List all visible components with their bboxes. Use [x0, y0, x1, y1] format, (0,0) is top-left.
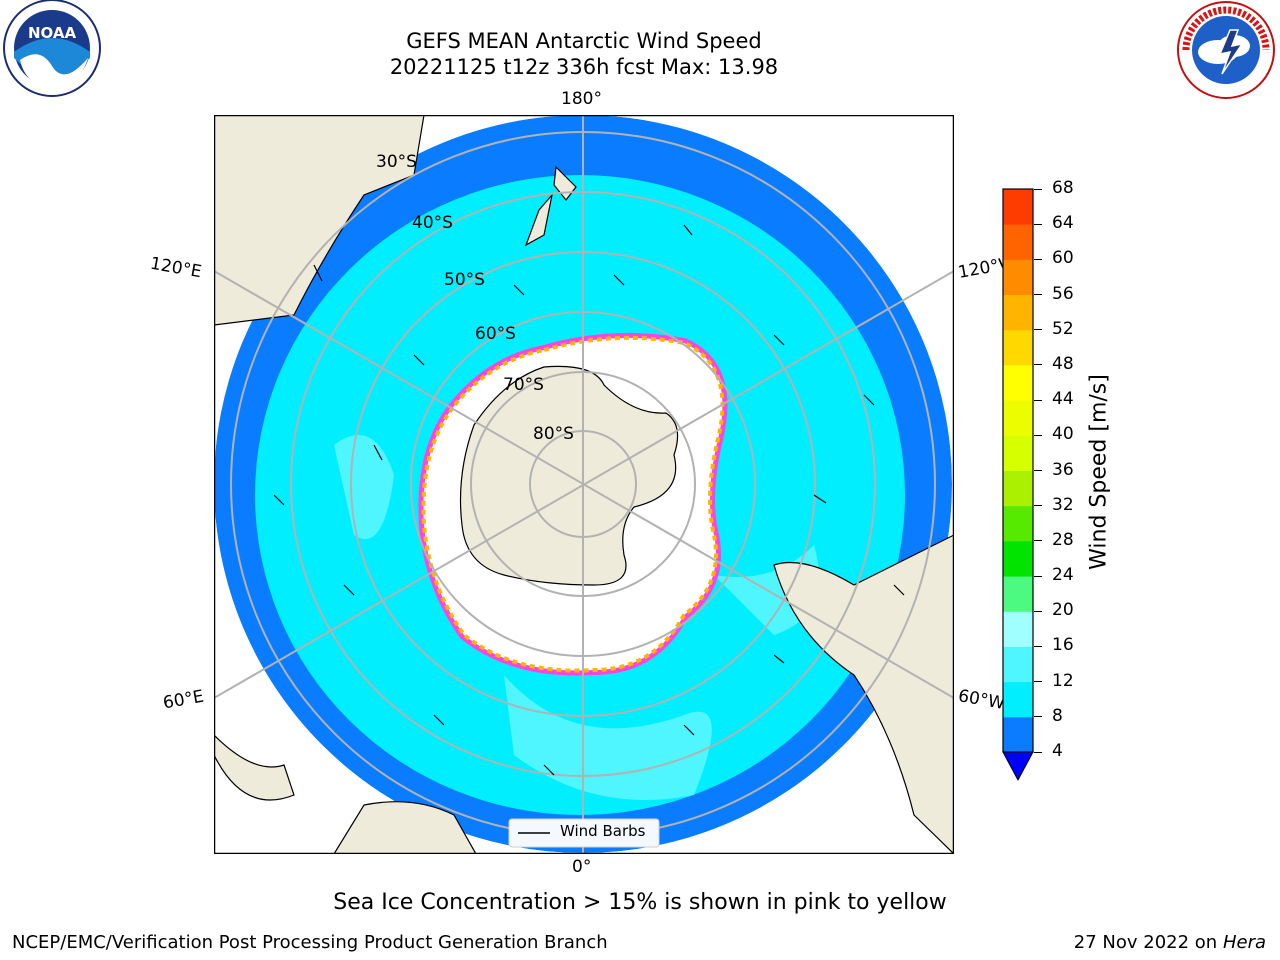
lat-label-80s: 80°S — [533, 424, 574, 444]
chart-subtitle: 20221125 t12z 336h fcst Max: 13.98 — [389, 55, 779, 79]
colorbar — [1002, 188, 1034, 782]
colorbar-frame — [1002, 188, 1034, 753]
footer-machine: Hera — [1222, 932, 1266, 953]
colorbar-tick-label: 20 — [1052, 600, 1074, 621]
colorbar-tick-label: 28 — [1052, 529, 1074, 550]
footer-date: 27 Nov 2022 on Hera — [1074, 932, 1266, 953]
colorbar-tick-label: 12 — [1052, 670, 1074, 691]
colorbar-tick-label: 64 — [1052, 213, 1074, 234]
colorbar-segment — [1003, 505, 1033, 542]
colorbar-segment — [1003, 329, 1033, 366]
noaa-logo-text: NOAA — [28, 24, 77, 42]
sea-ice-caption: Sea Ice Concentration > 15% is shown in … — [333, 890, 947, 915]
colorbar-tick-mark — [1034, 434, 1042, 436]
colorbar-tick-mark — [1034, 505, 1042, 507]
colorbar-tick-mark — [1034, 329, 1042, 331]
colorbar-under-arrow — [1002, 751, 1034, 782]
lat-label-50s: 50°S — [444, 270, 485, 290]
colorbar-tick-label: 68 — [1052, 178, 1074, 198]
colorbar-label: Wind Speed [m/s] — [1086, 374, 1112, 570]
colorbar-tick-mark — [1034, 364, 1042, 366]
colorbar-segment — [1003, 646, 1033, 683]
colorbar-segment — [1003, 259, 1033, 296]
lon-label-120e: 120°E — [148, 253, 204, 283]
colorbar-segment — [1003, 189, 1033, 225]
polar-map — [214, 115, 954, 854]
lon-label-60e: 60°E — [161, 686, 206, 714]
colorbar-tick-mark — [1034, 681, 1042, 683]
colorbar-segment — [1003, 716, 1033, 753]
colorbar-tick-label: 36 — [1052, 459, 1074, 480]
colorbar-segment — [1003, 681, 1033, 718]
colorbar-segment — [1003, 435, 1033, 471]
colorbar-tick-label: 56 — [1052, 283, 1074, 304]
colorbar-tick-mark — [1034, 470, 1042, 471]
noaa-logo: NOAA — [3, 0, 101, 97]
australia — [214, 115, 425, 326]
africa — [333, 801, 477, 854]
legend — [508, 818, 660, 848]
colorbar-segment — [1003, 470, 1033, 507]
colorbar-tick-mark — [1034, 399, 1042, 401]
colorbar-tick-label: 24 — [1052, 565, 1074, 586]
colorbar-tick-mark — [1034, 610, 1042, 612]
colorbar-tick-label: 40 — [1052, 424, 1074, 445]
lon-label-180: 180° — [561, 89, 602, 109]
colorbar-segment — [1003, 294, 1033, 331]
colorbar-tick-mark — [1034, 223, 1042, 225]
wind-barbs — [273, 224, 905, 776]
colorbar-tick-label: 60 — [1052, 248, 1074, 269]
colorbar-tick-mark — [1034, 294, 1042, 296]
colorbar-tick-label: 52 — [1052, 318, 1074, 339]
legend-label: Wind Barbs — [560, 822, 646, 840]
colorbar-tick-mark — [1034, 751, 1042, 753]
colorbar-segment — [1003, 364, 1033, 401]
madagascar — [214, 734, 295, 801]
chart-title: GEFS MEAN Antarctic Wind Speed — [406, 29, 762, 53]
meridian-lines — [214, 115, 954, 854]
lat-label-30s: 30°S — [376, 152, 417, 172]
colorbar-tick-mark — [1034, 188, 1042, 190]
colorbar-segment — [1003, 400, 1033, 436]
map-frame — [214, 115, 954, 854]
lat-label-60s: 60°S — [475, 324, 516, 344]
footer-date-text: 27 Nov 2022 on — [1073, 932, 1218, 953]
colorbar-segment — [1003, 576, 1033, 612]
colorbar-tick-label: 8 — [1052, 705, 1063, 726]
colorbar-tick-mark — [1034, 575, 1042, 577]
colorbar-tick-mark — [1034, 716, 1042, 718]
colorbar-tick-label: 32 — [1052, 494, 1074, 515]
colorbar-tick-label: 16 — [1052, 635, 1074, 656]
colorbar-tick-mark — [1034, 258, 1042, 260]
colorbar-tick-label: 48 — [1052, 353, 1074, 374]
lat-label-70s: 70°S — [503, 375, 544, 395]
nws-logo — [1177, 1, 1275, 99]
colorbar-segment — [1003, 611, 1033, 647]
footer-credit: NCEP/EMC/Verification Post Processing Pr… — [12, 932, 608, 953]
colorbar-tick-mark — [1034, 540, 1042, 542]
lon-label-0: 0° — [572, 857, 592, 877]
colorbar-tick-label: 4 — [1052, 741, 1063, 761]
colorbar-tick-label: 44 — [1052, 389, 1074, 410]
colorbar-tick-mark — [1034, 645, 1042, 647]
colorbar-segment — [1003, 224, 1033, 260]
lat-label-40s: 40°S — [412, 213, 453, 233]
new-zealand — [524, 165, 577, 247]
colorbar-segment — [1003, 540, 1033, 577]
lon-label-60w: 60°W — [956, 686, 1007, 714]
